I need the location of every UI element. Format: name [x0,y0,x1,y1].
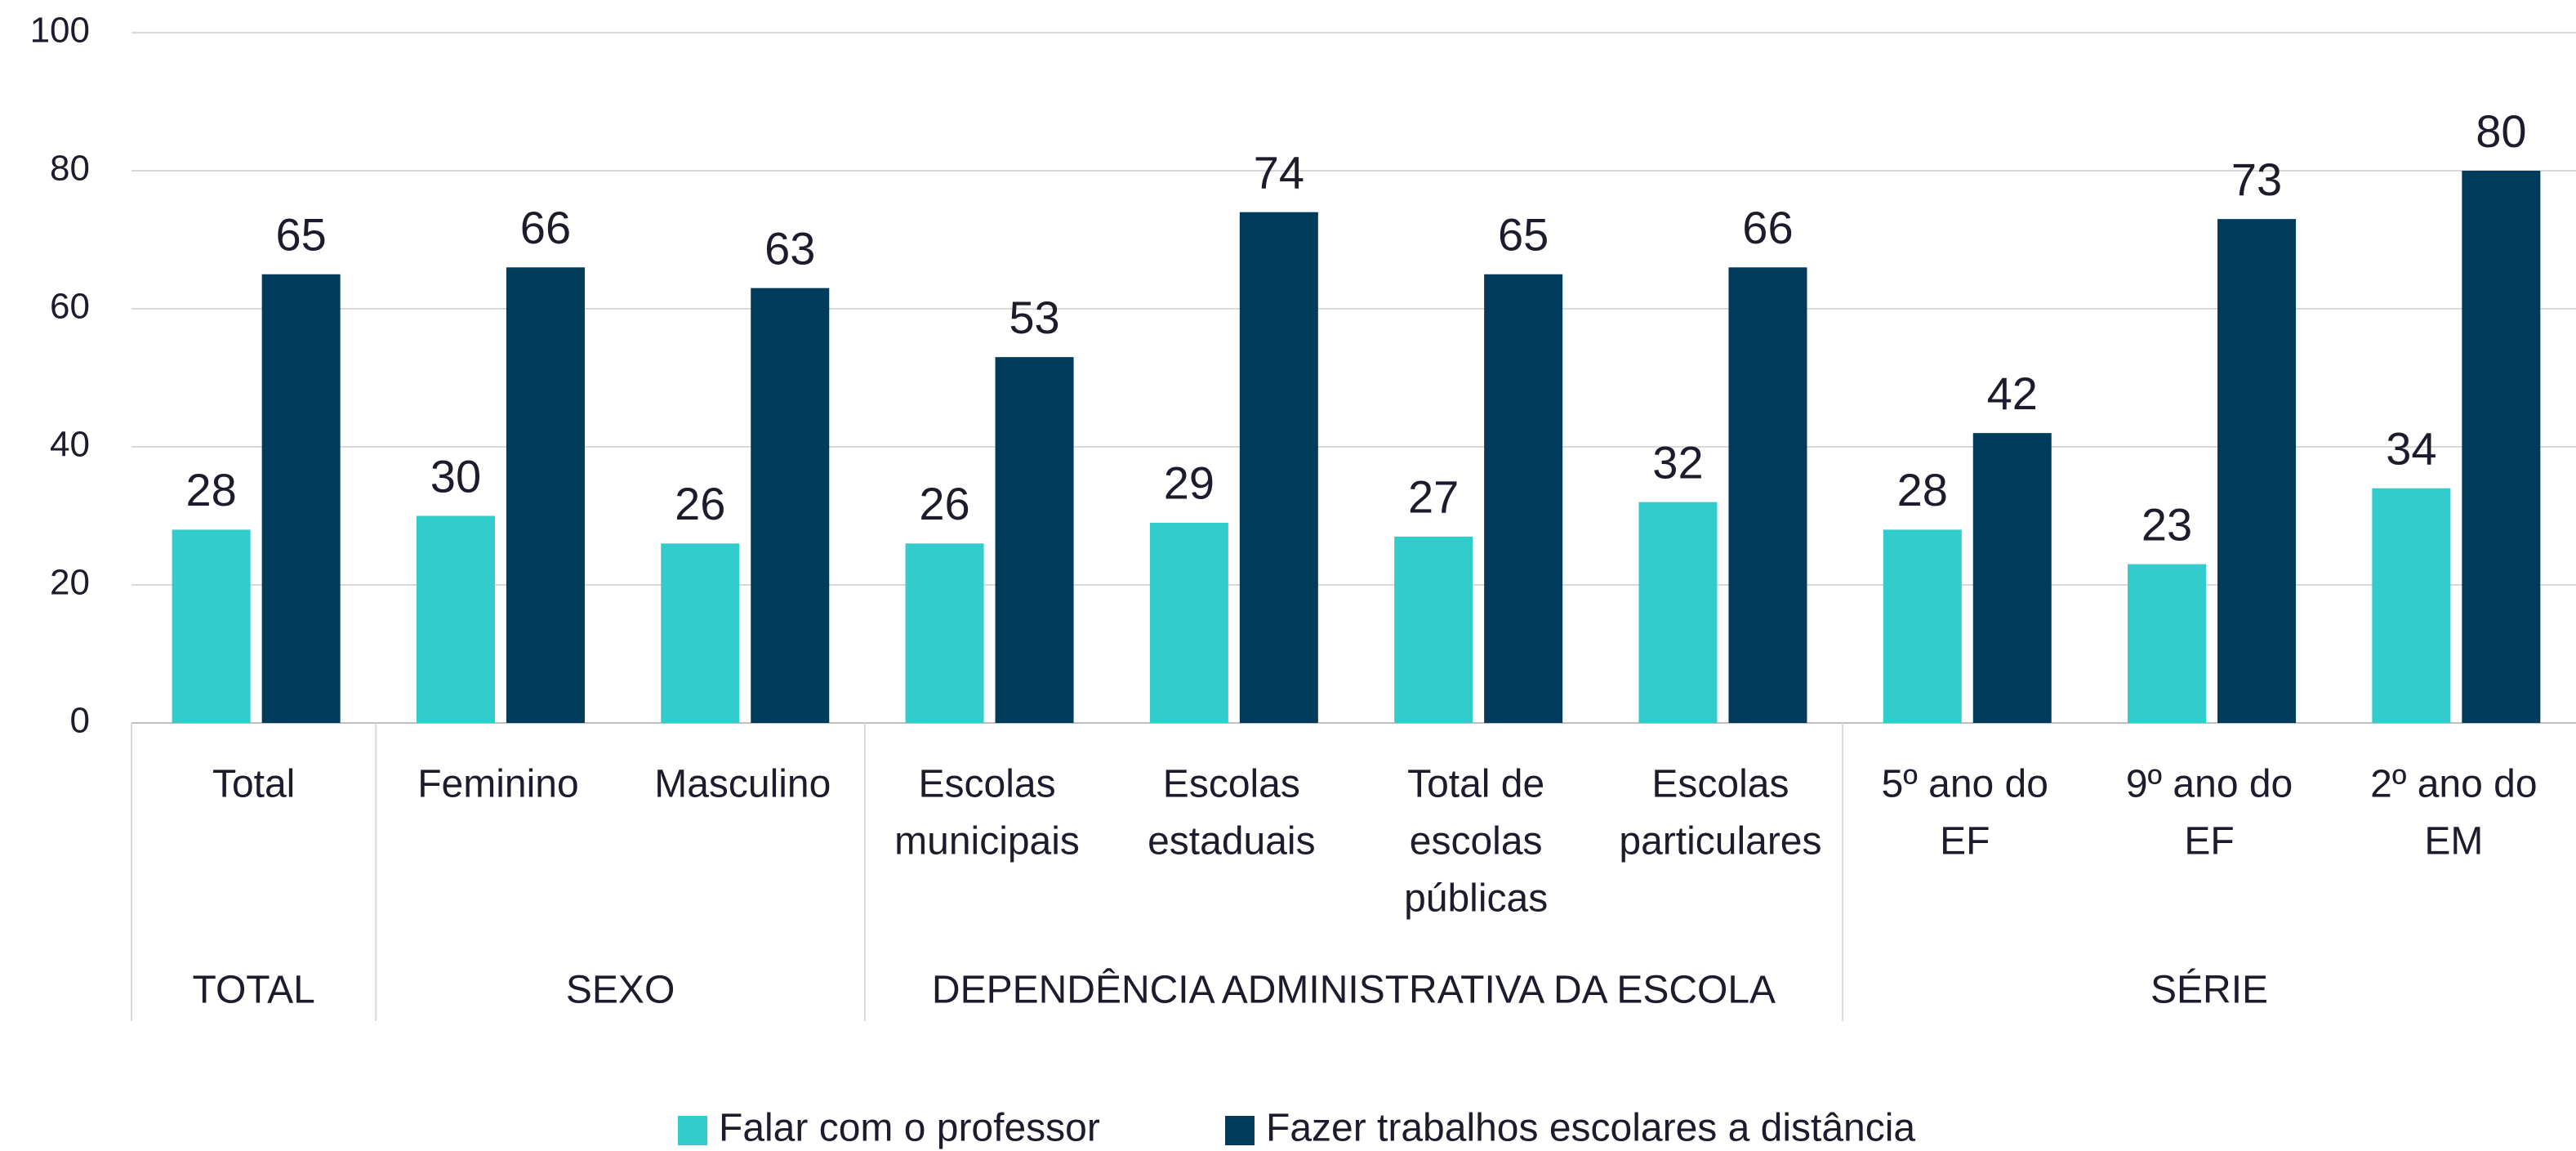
group-label: DEPENDÊNCIA ADMINISTRATIVA DA ESCOLA [932,969,1776,1012]
x-tick-label: Total [212,763,295,806]
bar [1638,502,1718,723]
bar [905,543,984,723]
x-tick-label: particulares [1619,820,1821,863]
bar [1972,433,2052,723]
bar [1149,522,1228,723]
value-label: 65 [1498,209,1549,261]
x-tick-label: Total de [1407,763,1544,806]
value-label: 29 [1164,457,1214,509]
value-label: 26 [919,478,969,529]
y-tick-label: 0 [70,701,90,741]
value-label: 32 [1652,436,1703,488]
bar [506,267,585,723]
y-tick-label: 20 [50,563,90,603]
value-label: 28 [1897,464,1948,515]
bar [661,543,740,723]
value-label: 63 [764,222,815,274]
bar [1484,274,1563,723]
group-label: SEXO [566,969,675,1012]
x-tick-label: municipais [894,820,1080,863]
bar [2462,171,2541,723]
x-tick-label: 2º ano do [2370,763,2537,806]
x-tick-label: Escolas [1163,763,1300,806]
bar [995,357,1074,723]
value-label: 74 [1254,146,1304,198]
x-tick-label: Escolas [1651,763,1789,806]
value-label: 30 [430,450,481,502]
value-label: 53 [1009,292,1059,343]
bar [261,274,341,723]
y-tick-label: 80 [50,149,90,189]
x-tick-label: EM [2424,820,2483,863]
bar [1883,529,1962,723]
x-tick-label: públicas [1404,877,1548,921]
legend-swatch [1225,1116,1255,1145]
group-label: TOTAL [193,969,315,1012]
bar [172,529,251,723]
value-label: 27 [1408,471,1459,523]
bar [1239,212,1318,723]
value-label: 73 [2231,154,2282,205]
legend-swatch [678,1116,707,1145]
value-label: 66 [520,202,571,253]
x-tick-label: estaduais [1148,820,1315,863]
y-tick-label: 40 [50,425,90,465]
legend-label: Fazer trabalhos escolares a distância [1266,1107,1915,1150]
x-tick-label: 9º ano do [2126,763,2293,806]
x-tick-label: Escolas [919,763,1056,806]
x-tick-label: EF [1940,820,1990,863]
value-label: 42 [1987,368,2038,419]
legend-label: Falar com o professor [719,1107,1100,1150]
value-label: 28 [186,464,237,515]
x-tick-label: 5º ano do [1882,763,2048,806]
value-label: 34 [2386,422,2436,474]
value-label: 65 [276,209,327,261]
value-label: 80 [2476,105,2526,157]
value-label: 66 [1742,202,1793,253]
x-tick-label: escolas [1410,820,1543,863]
bar [1394,536,1473,723]
bar [2128,564,2207,723]
bar [416,515,495,723]
y-tick-label: 60 [50,287,90,327]
bar [2217,219,2297,723]
x-tick-label: Feminino [417,763,578,806]
bar [751,288,830,723]
value-label: 26 [675,478,725,529]
bar [1728,267,1807,723]
bar [2372,488,2451,723]
value-label: 23 [2141,498,2192,550]
y-tick-label: 100 [30,11,90,51]
group-label: SÉRIE [2150,969,2268,1012]
x-tick-label: EF [2184,820,2234,863]
x-tick-label: Masculino [654,763,831,806]
